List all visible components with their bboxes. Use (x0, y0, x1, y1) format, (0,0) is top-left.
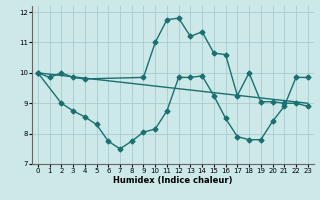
X-axis label: Humidex (Indice chaleur): Humidex (Indice chaleur) (113, 176, 233, 185)
